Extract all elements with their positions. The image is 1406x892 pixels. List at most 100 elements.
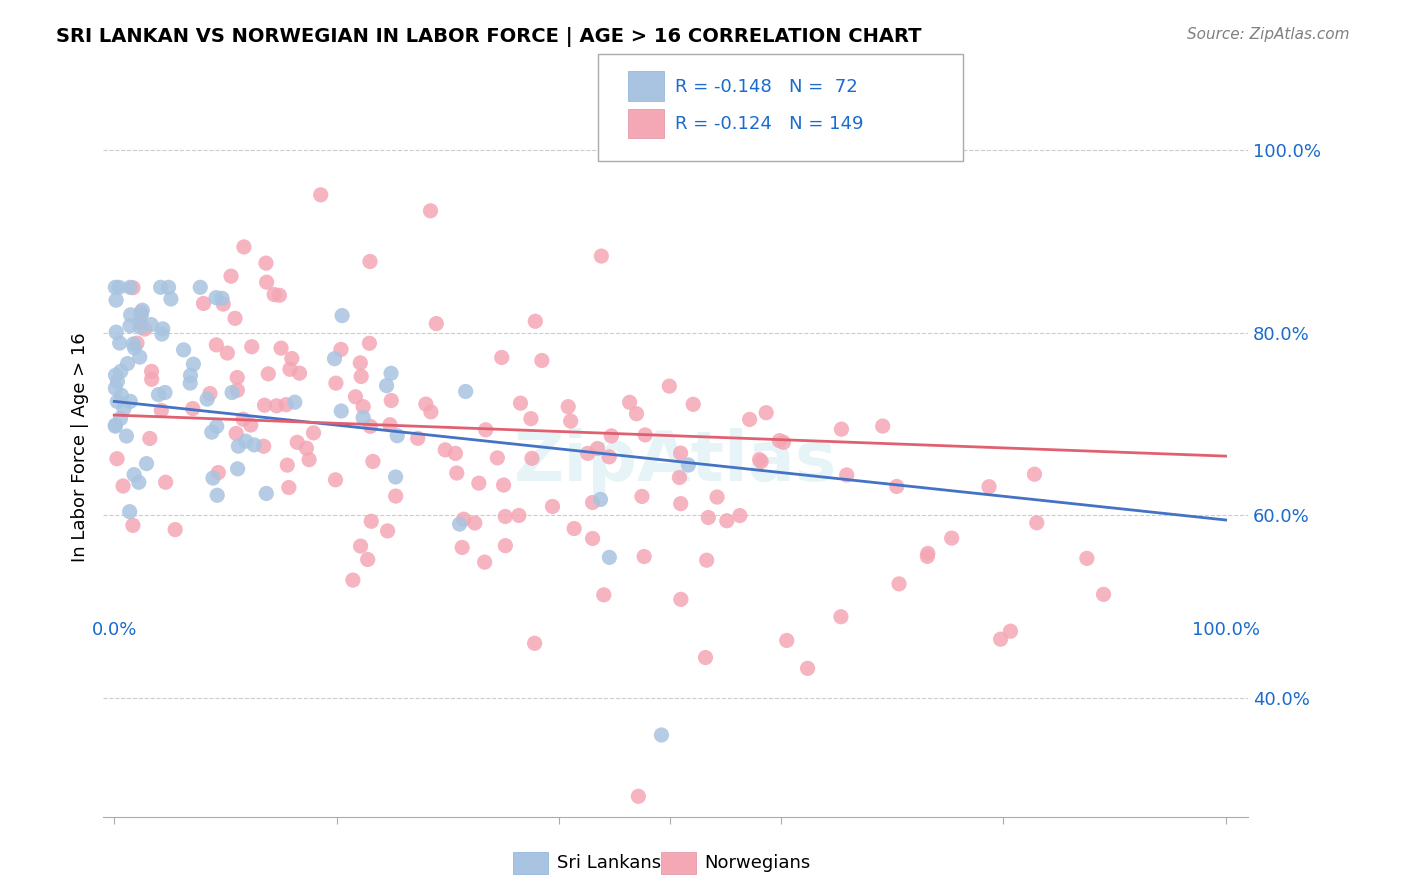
Norwegians [728,508,751,523]
Norwegians [198,386,221,401]
Norwegians [253,439,276,453]
Sri Lankans [454,384,477,399]
Norwegians [600,429,623,443]
Norwegians [669,446,692,460]
Norwegians [560,414,582,428]
Sri Lankans [598,550,620,565]
Norwegians [887,577,910,591]
Sri Lankans [122,467,145,482]
Text: 100.0%: 100.0% [1192,621,1260,639]
Norwegians [352,400,374,414]
Norwegians [830,422,852,436]
Norwegians [557,400,579,414]
Norwegians [122,281,145,295]
Norwegians [141,364,163,378]
Norwegians [295,441,318,455]
Norwegians [193,296,215,310]
Norwegians [453,512,475,526]
Norwegians [749,454,772,468]
Sri Lankans [117,357,139,371]
Norwegians [1076,551,1098,566]
Norwegians [357,552,380,566]
Norwegians [359,419,381,434]
Norwegians [155,475,177,490]
Norwegians [112,479,135,493]
Norwegians [626,407,648,421]
Sri Lankans [104,280,127,294]
Norwegians [276,458,298,472]
Sri Lankans [375,378,398,392]
Norwegians [468,476,491,491]
Norwegians [239,418,262,433]
Sri Lankans [254,486,277,500]
Norwegians [772,435,794,450]
Norwegians [872,419,894,434]
Norwegians [288,366,311,380]
Sri Lankans [110,388,132,402]
Norwegians [225,426,247,441]
Sri Lankans [141,318,163,332]
Sri Lankans [205,291,228,305]
Sri Lankans [122,337,145,351]
Norwegians [977,480,1000,494]
Sri Lankans [589,492,612,507]
Sri Lankans [221,385,243,400]
Norwegians [523,636,546,650]
Norwegians [716,514,738,528]
Norwegians [444,446,467,460]
Norwegians [380,393,402,408]
Sri Lankans [120,394,142,409]
Sri Lankans [128,350,150,364]
Sri Lankans [449,517,471,532]
Norwegians [181,401,204,416]
Norwegians [576,446,599,460]
Norwegians [1000,624,1022,639]
Sri Lankans [188,280,211,294]
Norwegians [446,466,468,480]
Sri Lankans [110,364,132,378]
Norwegians [696,553,718,567]
Norwegians [425,317,447,331]
Norwegians [917,549,939,564]
Norwegians [269,288,291,302]
Norwegians [695,650,717,665]
Sri Lankans [205,419,228,434]
Sri Lankans [678,458,700,472]
Sri Lankans [201,425,224,439]
Sri Lankans [105,293,128,308]
Norwegians [240,340,263,354]
Sri Lankans [115,429,138,443]
Norwegians [266,399,288,413]
Norwegians [748,452,770,467]
Sri Lankans [160,292,183,306]
Norwegians [349,356,371,370]
Norwegians [520,451,543,466]
Norwegians [434,442,457,457]
Norwegians [697,510,720,524]
Sri Lankans [108,336,131,351]
Norwegians [491,351,513,365]
Sri Lankans [104,418,127,433]
Norwegians [668,470,690,484]
Text: 0.0%: 0.0% [91,621,136,639]
Sri Lankans [131,303,153,318]
Norwegians [586,442,609,456]
Norwegians [325,376,347,391]
Norwegians [344,390,367,404]
Sri Lankans [149,280,172,294]
Norwegians [342,573,364,587]
Norwegians [486,450,509,465]
Norwegians [1092,587,1115,601]
Sri Lankans [128,475,150,490]
Norwegians [886,479,908,493]
Sri Lankans [228,439,250,453]
Y-axis label: In Labor Force | Age > 16: In Labor Force | Age > 16 [72,332,89,562]
Sri Lankans [104,381,127,395]
Norwegians [150,403,173,417]
Sri Lankans [118,505,141,519]
Sri Lankans [201,471,224,485]
Sri Lankans [650,728,672,742]
Sri Lankans [153,385,176,400]
Sri Lankans [129,320,152,334]
Norwegians [134,322,156,336]
